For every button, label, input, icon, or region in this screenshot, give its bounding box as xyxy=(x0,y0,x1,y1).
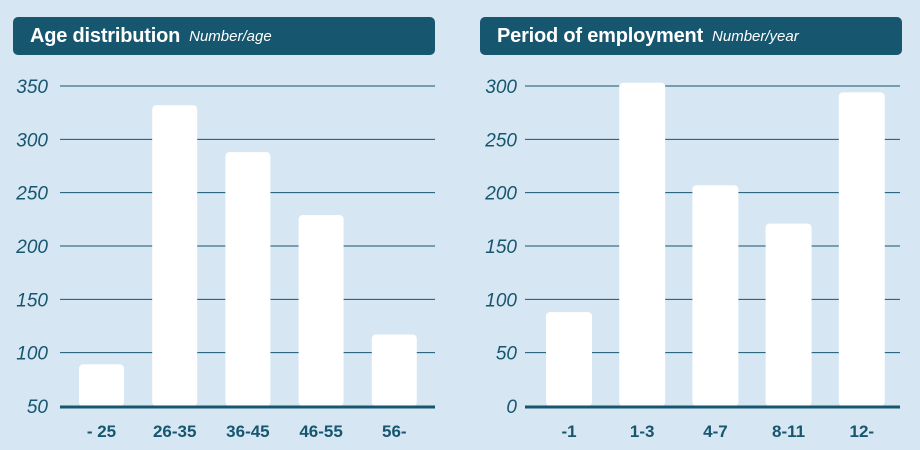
bar xyxy=(79,364,124,406)
y-tick-label: 50 xyxy=(496,344,518,365)
y-tick-label: 0 xyxy=(506,397,517,418)
bar xyxy=(371,334,417,406)
chart-title: Age distribution xyxy=(30,24,181,47)
period-of-employment-panel: Period of employment Number/year 0 50 100 1… xyxy=(460,0,902,450)
bar xyxy=(225,152,271,406)
chart-subtitle: Number/year xyxy=(712,27,799,45)
bar xyxy=(152,105,198,406)
age-distribution-panel: Age distribution Number/age 50 100 150 200 2… xyxy=(0,0,440,450)
y-tick-label: 300 xyxy=(485,77,517,98)
chart-subtitle: Number/age xyxy=(189,27,272,45)
y-tick-label: 300 xyxy=(16,130,48,151)
y-tick-label: 150 xyxy=(16,290,48,311)
x-tick-label: 36-45 xyxy=(226,422,269,441)
bar xyxy=(546,312,592,406)
x-tick-label: 1-3 xyxy=(630,422,655,441)
x-tick-label: -1 xyxy=(561,422,576,441)
x-tick-label: 56- xyxy=(382,422,407,441)
bar xyxy=(692,185,739,406)
x-tick-label: 8-11 xyxy=(772,422,805,441)
y-tick-label: 350 xyxy=(16,77,48,98)
x-tick-label: 4-7 xyxy=(703,422,728,441)
y-tick-label: 200 xyxy=(484,184,517,205)
y-tick-label: 250 xyxy=(15,184,48,205)
x-tick-label: 12- xyxy=(850,422,875,441)
chart-header: Period of employment Number/year xyxy=(480,17,902,55)
y-tick-label: 150 xyxy=(485,237,517,258)
chart-header: Age distribution Number/age xyxy=(13,17,435,55)
bar xyxy=(298,215,344,406)
y-tick-label: 250 xyxy=(484,130,517,151)
x-tick-label: 46-55 xyxy=(299,422,342,441)
y-tick-label: 100 xyxy=(485,290,517,311)
x-tick-label: - 25 xyxy=(87,422,116,441)
age-distribution-chart: 50 100 150 200 250 300 350 - 25 26-35 36-45 46-55 5… xyxy=(15,77,435,441)
period-of-employment-chart: 0 50 100 150 200 250 300 -1 1-3 4-7 8-11 12- xyxy=(484,77,900,441)
y-tick-label: 50 xyxy=(27,397,49,418)
y-tick-label: 200 xyxy=(15,237,48,258)
y-tick-label: 100 xyxy=(16,344,48,365)
chart-title: Period of employment xyxy=(497,24,704,47)
bar xyxy=(765,223,812,406)
bar xyxy=(838,92,885,407)
bar xyxy=(619,82,666,407)
x-tick-label: 26-35 xyxy=(153,422,196,441)
